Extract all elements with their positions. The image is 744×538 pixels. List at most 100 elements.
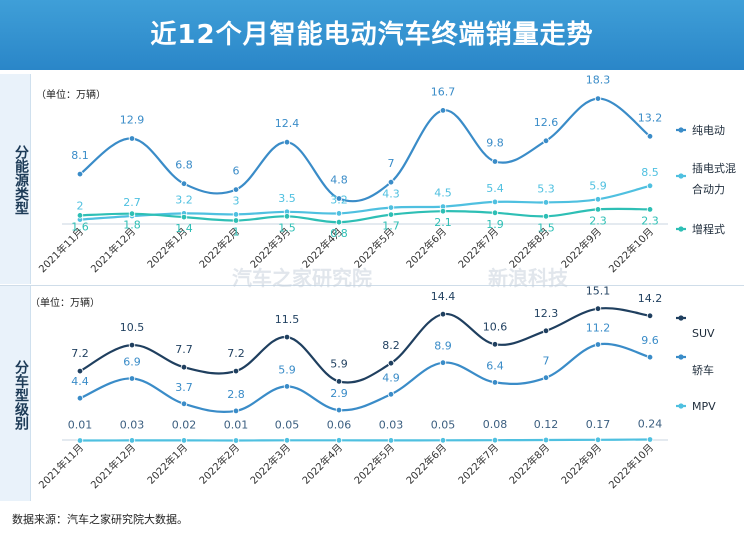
data-point — [542, 327, 550, 334]
data-label: 12.3 — [534, 307, 559, 320]
data-label: 12.9 — [120, 114, 145, 127]
legend-label: 增程式 — [692, 222, 725, 236]
data-label: 1.5 — [278, 221, 296, 234]
data-label: 14.4 — [431, 290, 456, 303]
data-label: 4.4 — [71, 375, 89, 388]
data-label: 11.2 — [586, 322, 611, 335]
title-bar — [0, 0, 744, 70]
x-tick-label: 2022年6月 — [403, 225, 449, 271]
data-point — [439, 207, 447, 215]
data-label: 5.3 — [537, 182, 555, 195]
data-label: 8.2 — [382, 339, 400, 352]
data-label: 12.6 — [534, 116, 559, 129]
data-point — [335, 437, 343, 444]
data-point — [180, 364, 188, 371]
data-point — [491, 158, 499, 165]
data-point — [232, 186, 240, 193]
data-point — [76, 170, 84, 178]
data-point — [594, 436, 602, 443]
data-label: 9.6 — [641, 334, 659, 347]
data-point — [232, 437, 240, 444]
data-point — [594, 305, 602, 312]
data-label: 11.5 — [275, 313, 300, 326]
series-line-energy-2 — [78, 207, 652, 224]
x-tick-label: 2022年7月 — [455, 441, 501, 487]
data-label: 0.01 — [68, 419, 93, 432]
data-label: 10.6 — [483, 320, 508, 333]
data-point — [594, 95, 602, 102]
data-label: 8.1 — [71, 149, 89, 162]
data-point — [128, 341, 136, 349]
legend-label: MPV — [692, 400, 716, 413]
data-point — [76, 395, 84, 402]
data-point — [128, 210, 136, 217]
x-tick-label: 2022年10月 — [606, 441, 656, 491]
data-label: 0.02 — [172, 418, 197, 431]
data-point — [387, 204, 395, 211]
data-point — [439, 311, 447, 318]
x-tick-label: 2022年3月 — [247, 441, 293, 487]
legend-label: 轿车 — [692, 363, 714, 377]
data-point — [232, 367, 240, 375]
data-label: 2.8 — [227, 388, 245, 401]
x-tick-label: 2022年8月 — [506, 441, 552, 487]
data-point — [646, 312, 654, 319]
unit-label-class: （单位：万辆） — [30, 298, 100, 309]
x-tick-label: 2022年1月 — [144, 441, 190, 487]
data-point — [283, 437, 291, 444]
data-point — [646, 206, 654, 213]
data-point — [335, 378, 343, 385]
x-tick-label: 2021年12月 — [88, 225, 138, 275]
data-label: 6.8 — [175, 159, 193, 172]
data-label: 2.1 — [434, 216, 452, 229]
data-point — [387, 360, 395, 367]
data-label: 4.3 — [382, 188, 400, 201]
unit-label-energy: （单位：万辆） — [36, 90, 106, 101]
legend-marker-dot — [678, 315, 684, 321]
data-point — [180, 400, 188, 407]
data-label: 1.6 — [71, 220, 89, 233]
data-label: 0.12 — [534, 418, 559, 431]
legend-marker-dot — [678, 403, 684, 409]
data-point — [180, 180, 188, 187]
x-tick-label: 2022年2月 — [196, 441, 242, 487]
section-divider — [0, 285, 744, 286]
data-label: 4.9 — [382, 371, 400, 384]
x-tick-label: 2021年11月 — [36, 441, 86, 491]
data-label: 18.3 — [586, 74, 611, 87]
data-label: 2.7 — [123, 196, 141, 209]
data-label: 8.9 — [434, 340, 452, 353]
data-label: 0.05 — [431, 418, 456, 431]
data-point — [283, 333, 291, 341]
data-label: 0.17 — [586, 418, 611, 431]
data-label: 5.9 — [278, 363, 296, 376]
data-point — [542, 436, 550, 444]
legend-marker-dot — [678, 173, 684, 179]
data-label: 7.2 — [227, 347, 245, 360]
data-label: 14.2 — [638, 292, 663, 305]
x-tick-label: 2022年9月 — [558, 441, 604, 487]
data-label: 2.9 — [330, 387, 348, 400]
data-label: 7 — [543, 355, 550, 368]
series-line-energy-0 — [78, 97, 652, 203]
data-label: 5.9 — [330, 357, 348, 370]
data-label: 7.7 — [175, 343, 193, 356]
data-point — [491, 198, 499, 206]
data-point — [128, 375, 136, 382]
data-point — [76, 437, 84, 444]
data-label: 16.7 — [431, 85, 456, 98]
data-point — [76, 367, 84, 375]
data-label: 0.03 — [120, 418, 145, 431]
data-point — [232, 217, 240, 224]
data-point — [646, 133, 654, 140]
legend-label: SUV — [692, 327, 715, 340]
data-point — [335, 406, 343, 414]
data-label: 0.8 — [330, 227, 348, 240]
data-label: 5.4 — [486, 182, 504, 195]
watermark-sina: 新浪科技 — [488, 266, 568, 290]
data-label: 1.9 — [486, 218, 504, 231]
legend-marker-dot — [678, 127, 684, 133]
data-point — [646, 182, 654, 189]
chart-title: 近12个月智能电动汽车终端销量走势 — [150, 20, 594, 50]
